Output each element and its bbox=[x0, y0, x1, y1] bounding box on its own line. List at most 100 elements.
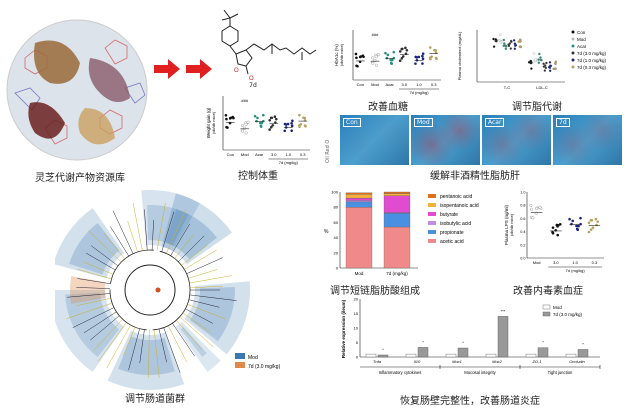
data-point bbox=[401, 47, 404, 51]
clade-branch bbox=[188, 269, 218, 279]
clade-sector bbox=[165, 209, 217, 260]
data-point bbox=[530, 67, 533, 70]
clade-branch bbox=[156, 203, 166, 251]
arrow-right-icon bbox=[154, 59, 180, 79]
data-point bbox=[246, 120, 250, 124]
data-point bbox=[434, 49, 438, 52]
legend-swatch bbox=[428, 230, 436, 234]
data-point bbox=[556, 233, 560, 237]
clade-branch bbox=[182, 312, 211, 333]
y-axis-label: Plasma cholesterol (mg/dL) bbox=[457, 31, 462, 80]
legend-swatch bbox=[428, 239, 436, 243]
caption-lipid: 调节脂代谢 bbox=[512, 102, 562, 113]
x-tick-label: Occludin bbox=[569, 359, 585, 364]
x-tick-label: 7d (mg/kg) bbox=[386, 271, 408, 276]
data-point bbox=[298, 113, 301, 117]
y-tick-label: 0 bbox=[356, 355, 359, 360]
x-tick-label: ZO-1 bbox=[531, 359, 541, 364]
data-point bbox=[417, 55, 421, 59]
clade-branch bbox=[72, 307, 115, 328]
data-point bbox=[544, 66, 548, 70]
data-point bbox=[256, 116, 259, 120]
data-point bbox=[543, 69, 547, 72]
bar bbox=[445, 353, 457, 358]
group-tick-label: 0.3 bbox=[300, 152, 306, 157]
data-point bbox=[384, 51, 387, 55]
category-label: T-C bbox=[504, 85, 511, 90]
clade-branch bbox=[97, 322, 127, 362]
data-point bbox=[589, 228, 593, 231]
x-tick-label: Tnfa bbox=[373, 359, 382, 364]
data-point bbox=[231, 115, 235, 119]
clade-branch bbox=[167, 325, 188, 363]
x-tick-label: Muc2 bbox=[492, 359, 503, 364]
clade-sector bbox=[55, 208, 125, 279]
bar bbox=[525, 353, 537, 358]
data-point bbox=[358, 55, 362, 59]
data-point bbox=[415, 56, 419, 59]
bar bbox=[565, 353, 577, 358]
data-point bbox=[537, 61, 540, 64]
panel-label: Con bbox=[343, 118, 361, 127]
data-point bbox=[529, 203, 533, 207]
data-point bbox=[386, 53, 390, 57]
group-tick-label: 3.0 bbox=[553, 260, 559, 265]
caption-glucose: 改善血糖 bbox=[368, 102, 408, 113]
y-tick-label: 20 bbox=[354, 297, 359, 302]
y-tick-label: 15 bbox=[354, 311, 359, 316]
clade-branch bbox=[83, 311, 117, 334]
y-tick-label: 0.8 bbox=[520, 204, 525, 208]
stacked-bar-segment bbox=[345, 197, 373, 201]
group-label: Inflammatory cytokines bbox=[379, 370, 422, 375]
data-point bbox=[414, 62, 417, 65]
significance-mark: ### bbox=[241, 98, 248, 103]
data-point bbox=[579, 216, 582, 220]
stacked-bar-segment bbox=[345, 192, 373, 195]
group-tick-label: 1.0 bbox=[285, 152, 291, 157]
legend-marker bbox=[571, 37, 575, 41]
clade-branch bbox=[139, 329, 145, 363]
legend-swatch bbox=[428, 194, 436, 198]
stacked-bar-segment bbox=[345, 194, 373, 199]
y-axis-label: Plasma LPS (ng/ml) bbox=[504, 204, 509, 245]
lefse-cladogram: Mod 7d (3.0 mg/kg) bbox=[55, 190, 281, 390]
data-point bbox=[499, 41, 503, 45]
cladogram-root-ring bbox=[124, 264, 176, 316]
clade-branch bbox=[91, 245, 119, 267]
legend-marker bbox=[571, 44, 575, 48]
histology-panel: Con bbox=[340, 115, 409, 165]
weight-gain-plot: Weight gain (g) (db/db mice) Con Mod Acar 3.0… bbox=[206, 96, 310, 165]
data-point bbox=[507, 44, 511, 48]
group-tick-label: Acar bbox=[255, 152, 264, 157]
y-tick-label: 0 bbox=[336, 266, 339, 271]
y-tick-label: 0.6 bbox=[520, 217, 525, 221]
legend-label: propionate bbox=[440, 230, 464, 236]
lps-plot: Plasma LPS (ng/ml) (db/db mice) 0.0 0.2 0.4 0… bbox=[504, 191, 604, 273]
legend-marker bbox=[571, 30, 575, 34]
data-point bbox=[551, 231, 555, 235]
clade-sector bbox=[184, 281, 251, 355]
clade-branch bbox=[166, 209, 187, 254]
data-point bbox=[548, 61, 552, 64]
data-point bbox=[548, 69, 552, 72]
clade-sector bbox=[65, 292, 120, 357]
data-point bbox=[283, 129, 287, 133]
category-label: LDL-C bbox=[536, 85, 548, 90]
data-point bbox=[537, 58, 540, 61]
legend-label: 7d (3.0 mg/kg) bbox=[553, 312, 583, 317]
caption-library: 灵芝代谢产物资源库 bbox=[35, 173, 125, 184]
clade-branch bbox=[174, 234, 194, 259]
clade-branch bbox=[172, 323, 195, 357]
clade-branch bbox=[110, 226, 130, 257]
histology-ylabel: Oil Red O bbox=[325, 139, 331, 163]
clade-branch bbox=[76, 287, 111, 289]
svg-text:O: O bbox=[249, 76, 254, 82]
clade-branch bbox=[184, 249, 217, 270]
x-tick-label: Muc1 bbox=[452, 359, 462, 364]
data-point bbox=[532, 52, 536, 55]
legend-marker bbox=[571, 51, 575, 55]
data-point bbox=[241, 124, 245, 128]
group-tick-label: 3.0 bbox=[271, 152, 277, 157]
data-point bbox=[284, 123, 288, 126]
clade-branch bbox=[176, 320, 203, 351]
